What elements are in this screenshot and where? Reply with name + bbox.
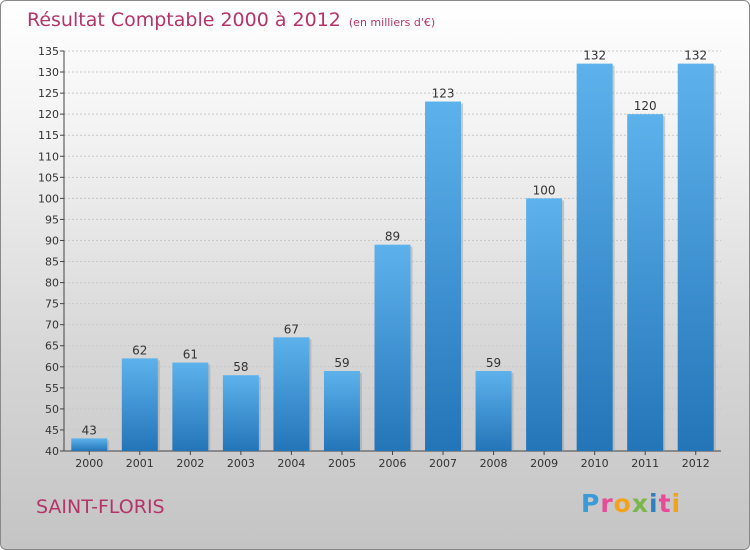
x-tick-label-2001: 2001: [126, 457, 154, 470]
logo-letter: i: [649, 489, 659, 518]
x-tick-label-2012: 2012: [682, 457, 710, 470]
x-tick-label-2002: 2002: [176, 457, 204, 470]
y-tick-label: 85: [45, 256, 59, 269]
y-tick-label: 80: [45, 277, 59, 290]
x-tick-label-2005: 2005: [328, 457, 356, 470]
bar-chart: 40 45 50 55 60 65 70 75 80 85 90 95 100 105 110 115 120 1…: [38, 45, 721, 470]
y-tick-label: 65: [45, 340, 59, 353]
bar-2002: [172, 362, 209, 451]
value-label-2005: 59: [334, 356, 349, 370]
value-label-2009: 100: [533, 183, 556, 197]
x-tick-label-2003: 2003: [227, 457, 255, 470]
y-tick-label: 95: [45, 213, 59, 226]
y-tick-label: 105: [38, 171, 59, 184]
value-label-2010: 132: [583, 49, 606, 63]
labels: 40 45 50 55 60 65 70 75 80 85 90 95 100 105 110 115 120 1…: [38, 45, 710, 470]
y-tick-label: 110: [38, 150, 59, 163]
bar-2010: [576, 63, 613, 451]
logo-letter: P: [581, 489, 601, 518]
value-label-2002: 61: [183, 348, 198, 362]
bar-2006: [374, 244, 411, 451]
y-tick-label: 45: [45, 424, 59, 437]
bar-2008: [475, 371, 512, 451]
value-label-2003: 58: [233, 360, 248, 374]
y-tick-label: 125: [38, 87, 59, 100]
x-tick-label-2011: 2011: [631, 457, 659, 470]
bar-2011: [627, 114, 664, 451]
x-tick-label-2000: 2000: [75, 457, 103, 470]
commune-name: SAINT-FLORIS: [36, 496, 165, 518]
x-tick-label-2006: 2006: [379, 457, 407, 470]
bar-2005: [323, 371, 360, 451]
logo-letter: i: [671, 489, 682, 518]
y-tick-label: 100: [38, 192, 59, 205]
value-label-2008: 59: [486, 356, 501, 370]
y-tick-label: 135: [38, 45, 59, 58]
proxiti-logo: Proxiti: [581, 489, 681, 518]
y-tick-label: 60: [45, 361, 59, 374]
logo-letter: o: [613, 489, 632, 518]
x-tick-label-2008: 2008: [480, 457, 508, 470]
chart-title: Résultat Comptable 2000 à 2012 (en millie…: [27, 9, 435, 31]
x-tick-label-2009: 2009: [530, 457, 558, 470]
x-tick-label-2010: 2010: [581, 457, 609, 470]
logo-letter: x: [631, 489, 649, 518]
bar-2012: [677, 63, 714, 451]
value-label-2006: 89: [385, 230, 400, 244]
value-label-2012: 132: [684, 49, 707, 63]
bar-2007: [425, 101, 462, 452]
y-tick-label: 55: [45, 382, 59, 395]
value-label-2011: 120: [634, 99, 657, 113]
y-tick-label: 130: [38, 66, 59, 79]
chart-unit: (en milliers d'€): [348, 16, 436, 29]
chart-title-text: Résultat Comptable 2000 à 2012: [27, 9, 341, 31]
bar-2004: [273, 337, 310, 451]
y-tick-label: 40: [45, 445, 59, 458]
logo-letter: t: [658, 489, 672, 518]
x-tick-label-2004: 2004: [277, 457, 305, 470]
logo-letter: r: [600, 489, 614, 518]
y-tick-label: 90: [45, 234, 59, 247]
value-label-2001: 62: [132, 343, 147, 357]
y-tick-label: 75: [45, 298, 59, 311]
bar-2000: [71, 438, 108, 451]
value-label-2007: 123: [432, 87, 455, 101]
y-tick-label: 120: [38, 108, 59, 121]
y-tick-label: 115: [38, 129, 59, 142]
bars: [71, 63, 716, 452]
bar-2001: [121, 358, 158, 451]
y-tick-label: 70: [45, 319, 59, 332]
y-tick-label: 50: [45, 403, 59, 416]
x-tick-label-2007: 2007: [429, 457, 457, 470]
bar-2003: [222, 375, 259, 451]
bar-2009: [526, 198, 563, 451]
value-label-2004: 67: [284, 322, 299, 336]
value-label-2000: 43: [82, 423, 97, 437]
